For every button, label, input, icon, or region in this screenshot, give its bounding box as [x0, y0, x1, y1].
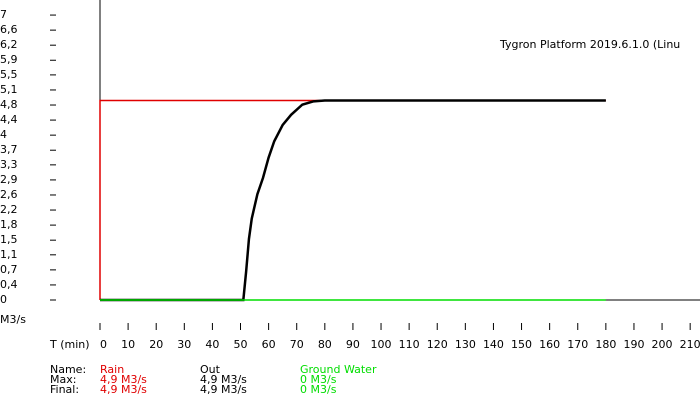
summary-max: 4,9 M3/s: [200, 373, 247, 386]
series-line: [100, 99, 606, 302]
summary-label: Name:: [50, 363, 86, 376]
y-tick-label: 4,8: [0, 98, 18, 111]
x-tick-label: 140: [483, 338, 504, 351]
summary-label: Max:: [50, 373, 76, 386]
legend-name: Ground Water: [300, 363, 377, 376]
summary-final: 4,9 M3/s: [200, 383, 247, 396]
x-tick-label: 60: [262, 338, 276, 351]
x-tick-label: 160: [539, 338, 560, 351]
y-tick-label: 2,6: [0, 188, 18, 201]
x-tick-label: 20: [149, 338, 163, 351]
y-tick-label: 0,7: [0, 263, 18, 276]
legend-name: Rain: [100, 363, 124, 376]
summary-max: 0 M3/s: [300, 373, 337, 386]
y-tick-label: 4: [0, 128, 7, 141]
watermark: Tygron Platform 2019.6.1.0 (Linu: [499, 38, 680, 51]
x-tick-label: 30: [177, 338, 191, 351]
x-tick-label: 40: [205, 338, 219, 351]
y-tick-label: 6,2: [0, 38, 18, 51]
y-tick-label: 3,7: [0, 143, 18, 156]
x-tick-label: 50: [234, 338, 248, 351]
y-tick-label: 0,4: [0, 278, 18, 291]
summary-final: 0 M3/s: [300, 383, 337, 396]
x-tick-label: 110: [399, 338, 420, 351]
x-tick-label: 200: [652, 338, 673, 351]
x-tick-label: 80: [318, 338, 332, 351]
x-tick-label: 170: [567, 338, 588, 351]
x-tick-label: 120: [427, 338, 448, 351]
legend-name: Out: [200, 363, 221, 376]
y-tick-label: 5,9: [0, 53, 18, 66]
y-tick-label: 5,5: [0, 68, 18, 81]
y-tick-label: 7: [0, 8, 7, 21]
y-tick-label: 1,1: [0, 248, 18, 261]
y-tick-label: 4,4: [0, 113, 18, 126]
x-tick-label: 10: [121, 338, 135, 351]
x-tick-label: 190: [623, 338, 644, 351]
x-tick-label: 150: [511, 338, 532, 351]
summary-max: 4,9 M3/s: [100, 373, 147, 386]
y-tick-label: 5,1: [0, 83, 18, 96]
y-tick-label: 1,5: [0, 233, 18, 246]
x-tick-label: 100: [371, 338, 392, 351]
y-tick-label: 6,6: [0, 23, 18, 36]
x-tick-label: 90: [346, 338, 360, 351]
y-axis-label: M3/s: [0, 313, 26, 326]
summary-label: Final:: [50, 383, 79, 396]
x-tick-label: 0: [100, 338, 107, 351]
y-tick-label: 3,3: [0, 158, 18, 171]
y-tick-label: 0: [0, 293, 7, 306]
y-tick-label: 2,2: [0, 203, 18, 216]
x-axis-label: T (min): [49, 338, 90, 351]
x-tick-label: 180: [595, 338, 616, 351]
series-line: [99, 99, 606, 300]
summary-final: 4,9 M3/s: [100, 383, 147, 396]
x-tick-label: 210: [680, 338, 700, 351]
y-tick-label: 1,8: [0, 218, 18, 231]
x-tick-label: 130: [455, 338, 476, 351]
x-tick-label: 70: [290, 338, 304, 351]
y-tick-label: 2,9: [0, 173, 18, 186]
